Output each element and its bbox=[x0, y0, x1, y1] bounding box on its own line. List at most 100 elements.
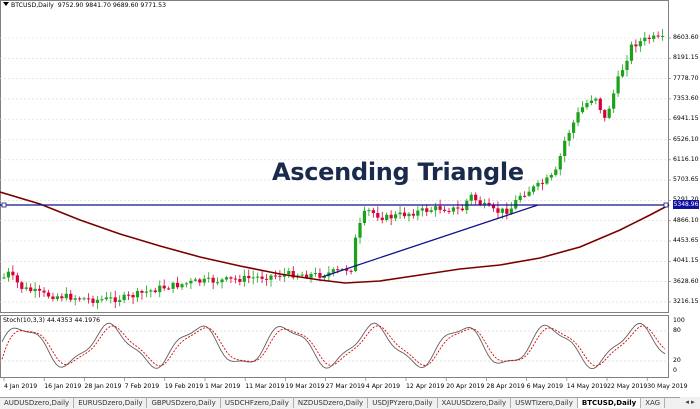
candle-body bbox=[55, 296, 59, 300]
candle-body bbox=[362, 210, 367, 223]
candle-body bbox=[220, 279, 224, 283]
candle-body bbox=[572, 122, 576, 133]
candle-body bbox=[389, 214, 393, 219]
symbol-tab[interactable]: USDJPYzero,Daily bbox=[368, 398, 438, 408]
candle-body bbox=[407, 213, 411, 217]
candle-body bbox=[318, 272, 322, 278]
symbol-tab[interactable]: USWTIzero,Daily bbox=[511, 398, 578, 408]
candle-body bbox=[447, 210, 451, 212]
candle-body bbox=[300, 274, 304, 276]
candle-body bbox=[647, 37, 651, 39]
candle-body bbox=[603, 110, 607, 118]
candle-body bbox=[483, 202, 487, 205]
time-axis bbox=[3, 378, 648, 381]
candle-body bbox=[15, 275, 19, 283]
date-axis-label: 4 Jan 2019 bbox=[4, 383, 38, 390]
date-axis-label: 28 Apr 2019 bbox=[486, 383, 525, 390]
stochastic-axis-label: 80 bbox=[673, 327, 681, 334]
candle-body bbox=[153, 290, 157, 293]
candle-body bbox=[518, 195, 522, 201]
date-axis-label: 16 Jan 2019 bbox=[44, 383, 82, 390]
price-grid bbox=[0, 37, 671, 303]
candle-body bbox=[371, 210, 375, 214]
candle-body bbox=[171, 282, 175, 289]
candle-body bbox=[558, 156, 562, 170]
candle-body bbox=[523, 195, 527, 197]
candle-body bbox=[376, 213, 380, 218]
stochastic-axis-label: 100 bbox=[673, 317, 685, 324]
candle-body bbox=[69, 293, 73, 300]
candle-body bbox=[64, 293, 68, 299]
price-axis-label: 3628.60 bbox=[673, 277, 699, 285]
candle-body bbox=[198, 279, 202, 283]
resistance-handle-right[interactable] bbox=[663, 202, 669, 208]
symbol-tab[interactable]: BTCUSD,Daily bbox=[577, 398, 642, 408]
candle-body bbox=[291, 270, 295, 278]
price-axis-label: 6526.10 bbox=[673, 135, 699, 143]
candle-body bbox=[545, 177, 549, 184]
candle-body bbox=[251, 277, 255, 279]
date-axis-label: 22 May 2019 bbox=[607, 383, 648, 390]
symbol-tab[interactable]: AUDUSDzero,Daily bbox=[0, 398, 75, 408]
symbol-tab[interactable]: NZDUSDzero,Daily bbox=[294, 398, 369, 408]
candle-body bbox=[505, 208, 509, 214]
candle-body bbox=[394, 214, 398, 219]
candle-body bbox=[474, 194, 478, 201]
candle-body bbox=[607, 108, 611, 118]
candle-body bbox=[460, 208, 464, 211]
candle-body bbox=[135, 290, 140, 298]
candle-body bbox=[193, 279, 197, 281]
candle-body bbox=[469, 194, 473, 201]
symbol-tab[interactable]: EURUSDzero,Daily bbox=[74, 398, 148, 408]
candle-body bbox=[100, 299, 104, 301]
candle-body bbox=[478, 200, 482, 205]
price-axis-label: 7353.60 bbox=[673, 94, 699, 102]
candle-body bbox=[349, 270, 353, 272]
symbol-tab[interactable]: USDCHFzero,Daily bbox=[221, 398, 294, 408]
candle-body bbox=[598, 98, 602, 111]
tab-scroll-arrows[interactable]: ◂ ▸ bbox=[680, 397, 700, 408]
candle-body bbox=[514, 200, 518, 209]
candle-body bbox=[353, 237, 358, 271]
candle-body bbox=[189, 280, 193, 284]
candle-body bbox=[567, 132, 571, 141]
candle-body bbox=[247, 275, 251, 279]
candle-body bbox=[398, 212, 402, 215]
symbol-tab[interactable]: XAUUSDzero,Daily bbox=[438, 398, 512, 408]
resistance-handle-left[interactable] bbox=[1, 202, 7, 208]
chart-symbol-header: BTCUSD,Daily 9752.90 9841.70 9689.60 977… bbox=[3, 2, 166, 9]
candle-body bbox=[229, 277, 233, 279]
candle-body bbox=[540, 182, 545, 184]
candle-body bbox=[207, 277, 211, 279]
ascending-trendline[interactable] bbox=[321, 204, 539, 278]
candle-body bbox=[118, 300, 122, 302]
candle-body bbox=[95, 299, 100, 303]
candle-body bbox=[331, 269, 335, 273]
candle-body bbox=[11, 271, 15, 276]
price-axis-label: 3216.15 bbox=[673, 297, 699, 305]
date-axis-label: 6 May 2019 bbox=[526, 383, 564, 390]
dropdown-triangle-icon[interactable] bbox=[3, 2, 9, 6]
candle-body bbox=[536, 182, 540, 187]
symbol-tab[interactable]: GBPUSDzero,Daily bbox=[147, 398, 221, 408]
date-axis-label: 1 Mar 2019 bbox=[205, 383, 241, 390]
candle-body bbox=[438, 206, 442, 210]
candle-body bbox=[211, 277, 215, 283]
moving-average-line bbox=[0, 191, 670, 284]
candle-body bbox=[345, 268, 349, 271]
candle-body bbox=[385, 214, 389, 220]
candle-body bbox=[162, 285, 166, 289]
ohlc-values: 9752.90 9841.70 9689.60 9771.53 bbox=[57, 2, 167, 9]
candle-body bbox=[238, 279, 242, 282]
candle-body bbox=[594, 98, 598, 101]
price-axis-label: 5291.20 bbox=[673, 196, 699, 204]
candle-body bbox=[33, 288, 37, 292]
candle-body bbox=[451, 207, 456, 212]
candle-body bbox=[180, 284, 184, 288]
symbol-tab[interactable]: XAG bbox=[641, 398, 666, 408]
date-axis-label: 19 Mar 2019 bbox=[285, 383, 325, 390]
price-axis-label: 5703.65 bbox=[673, 176, 699, 184]
price-axis-label: 6941.15 bbox=[673, 115, 699, 123]
